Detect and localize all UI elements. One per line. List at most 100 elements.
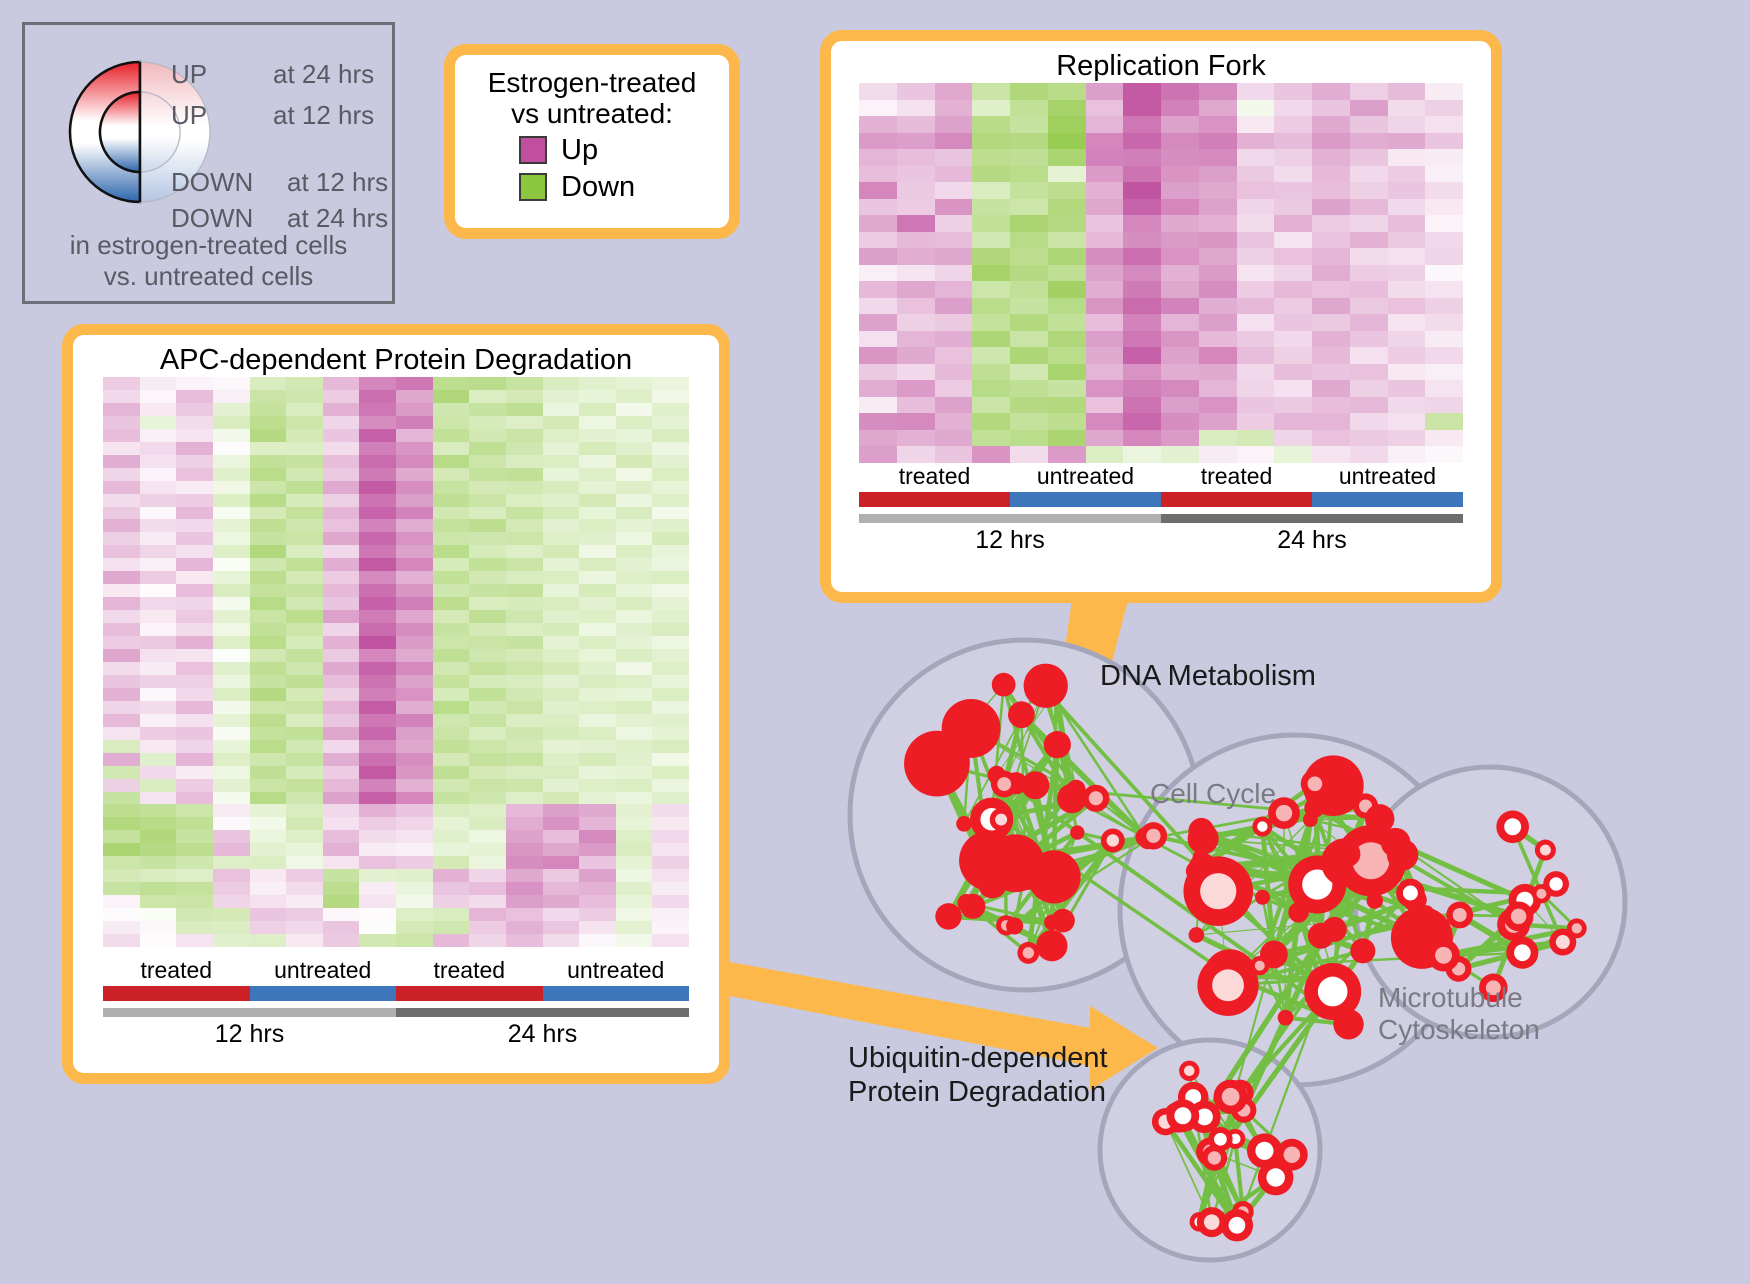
heatmap-cell [1161,215,1199,232]
heatmap-cell [972,248,1010,265]
network-node[interactable] [1221,1209,1253,1241]
heatmap-cell [652,830,689,843]
heatmap-cell [1086,430,1124,447]
network-node[interactable] [1070,825,1084,839]
heatmap-cell [140,869,177,882]
heatmap-cell [1123,331,1161,348]
ubiquitin-line1: Ubiquitin-dependent [848,1042,1108,1076]
key-footer-line2: vs. untreated cells [25,261,392,292]
network-node[interactable] [1504,902,1534,932]
network-node[interactable] [1003,846,1047,890]
rf-group-label-0: treated [859,463,1010,490]
network-node[interactable] [1017,942,1039,964]
network-node[interactable] [1288,902,1309,923]
heatmap-cell [1312,166,1350,183]
heatmap-cell [543,571,580,584]
network-node[interactable] [1214,1080,1248,1114]
heatmap-cell [1425,166,1463,183]
network-node[interactable] [1189,861,1205,877]
heatmap-cell [469,532,506,545]
network-node[interactable] [1044,731,1071,758]
network-node[interactable] [1044,915,1060,931]
heatmap-cell [1123,166,1161,183]
network-node[interactable] [1301,770,1329,798]
heatmap-cell [469,494,506,507]
network-node[interactable] [1252,817,1272,837]
heatmap-cell [1123,215,1161,232]
network-node[interactable] [990,808,1013,831]
network-node[interactable] [1303,812,1318,827]
heatmap-cell [396,610,433,623]
heatmap-cell [652,934,689,947]
network-node[interactable] [1189,927,1205,943]
network-node[interactable] [904,731,970,797]
heatmap-cell [433,934,470,947]
network-node[interactable] [1197,955,1258,1016]
network-node[interactable] [1255,890,1270,905]
network-node[interactable] [1304,963,1361,1020]
heatmap-cell [1199,298,1237,315]
network-node[interactable] [1101,828,1125,852]
network-node[interactable] [1057,784,1087,814]
heatmap-cell [506,455,543,468]
heatmap-cell [250,558,287,571]
network-node[interactable] [1365,804,1394,833]
network-node[interactable] [1208,1127,1232,1151]
heatmap-cell [433,442,470,455]
network-node[interactable] [992,673,1016,697]
network-node[interactable] [1496,810,1529,843]
network-node[interactable] [1350,938,1375,963]
network-node[interactable] [1387,839,1418,870]
heatmap-cell [1161,100,1199,117]
heatmap-cell [396,507,433,520]
network-node[interactable] [1250,956,1269,975]
heatmap-cell [1425,298,1463,315]
legend-entry-up-label: Up [561,134,598,167]
heatmap-cell [140,792,177,805]
heatmap-cell [1312,446,1350,463]
heatmap-cell [543,519,580,532]
heatmap-cell [396,623,433,636]
network-node[interactable] [956,816,972,832]
heatmap-cell [323,507,360,520]
network-node[interactable] [1506,937,1538,969]
heatmap-cell [543,584,580,597]
network-node[interactable] [1535,840,1556,861]
network-node[interactable] [960,894,985,919]
heatmap-cell [359,934,396,947]
network-node[interactable] [1543,871,1569,897]
network-node[interactable] [1334,841,1361,868]
network-node[interactable] [1024,664,1068,708]
network-node[interactable] [991,771,1018,798]
heatmap-cell [652,792,689,805]
heatmap-cell [935,232,973,249]
network-node[interactable] [1427,939,1460,972]
heatmap-cell [250,882,287,895]
network-node[interactable] [1567,918,1587,938]
network-node[interactable] [1036,930,1067,961]
legend-title: Estrogen-treated vs untreated: [455,67,729,130]
network-node[interactable] [1166,1099,1199,1132]
network-node[interactable] [1140,822,1167,849]
network-node[interactable] [1188,823,1219,854]
network-node[interactable] [1247,1133,1282,1168]
heatmap-cell [859,232,897,249]
network-node[interactable] [1021,771,1049,799]
network-node[interactable] [1278,1010,1294,1026]
network-node[interactable] [935,903,961,929]
heatmap-cell [286,558,323,571]
heatmap-cell [396,714,433,727]
network-node[interactable] [1322,917,1347,942]
heatmap-cell [359,753,396,766]
heatmap-cell [1312,364,1350,381]
network-node[interactable] [1008,701,1035,728]
heatmap-cell [897,364,935,381]
heatmap-cell [972,100,1010,117]
network-node[interactable] [1396,879,1425,908]
heatmap-cell [250,377,287,390]
network-node[interactable] [1006,917,1023,934]
network-node[interactable] [1446,902,1473,929]
network-node[interactable] [1179,1061,1199,1081]
heatmap-cell [323,662,360,675]
network-node[interactable] [1367,892,1384,909]
